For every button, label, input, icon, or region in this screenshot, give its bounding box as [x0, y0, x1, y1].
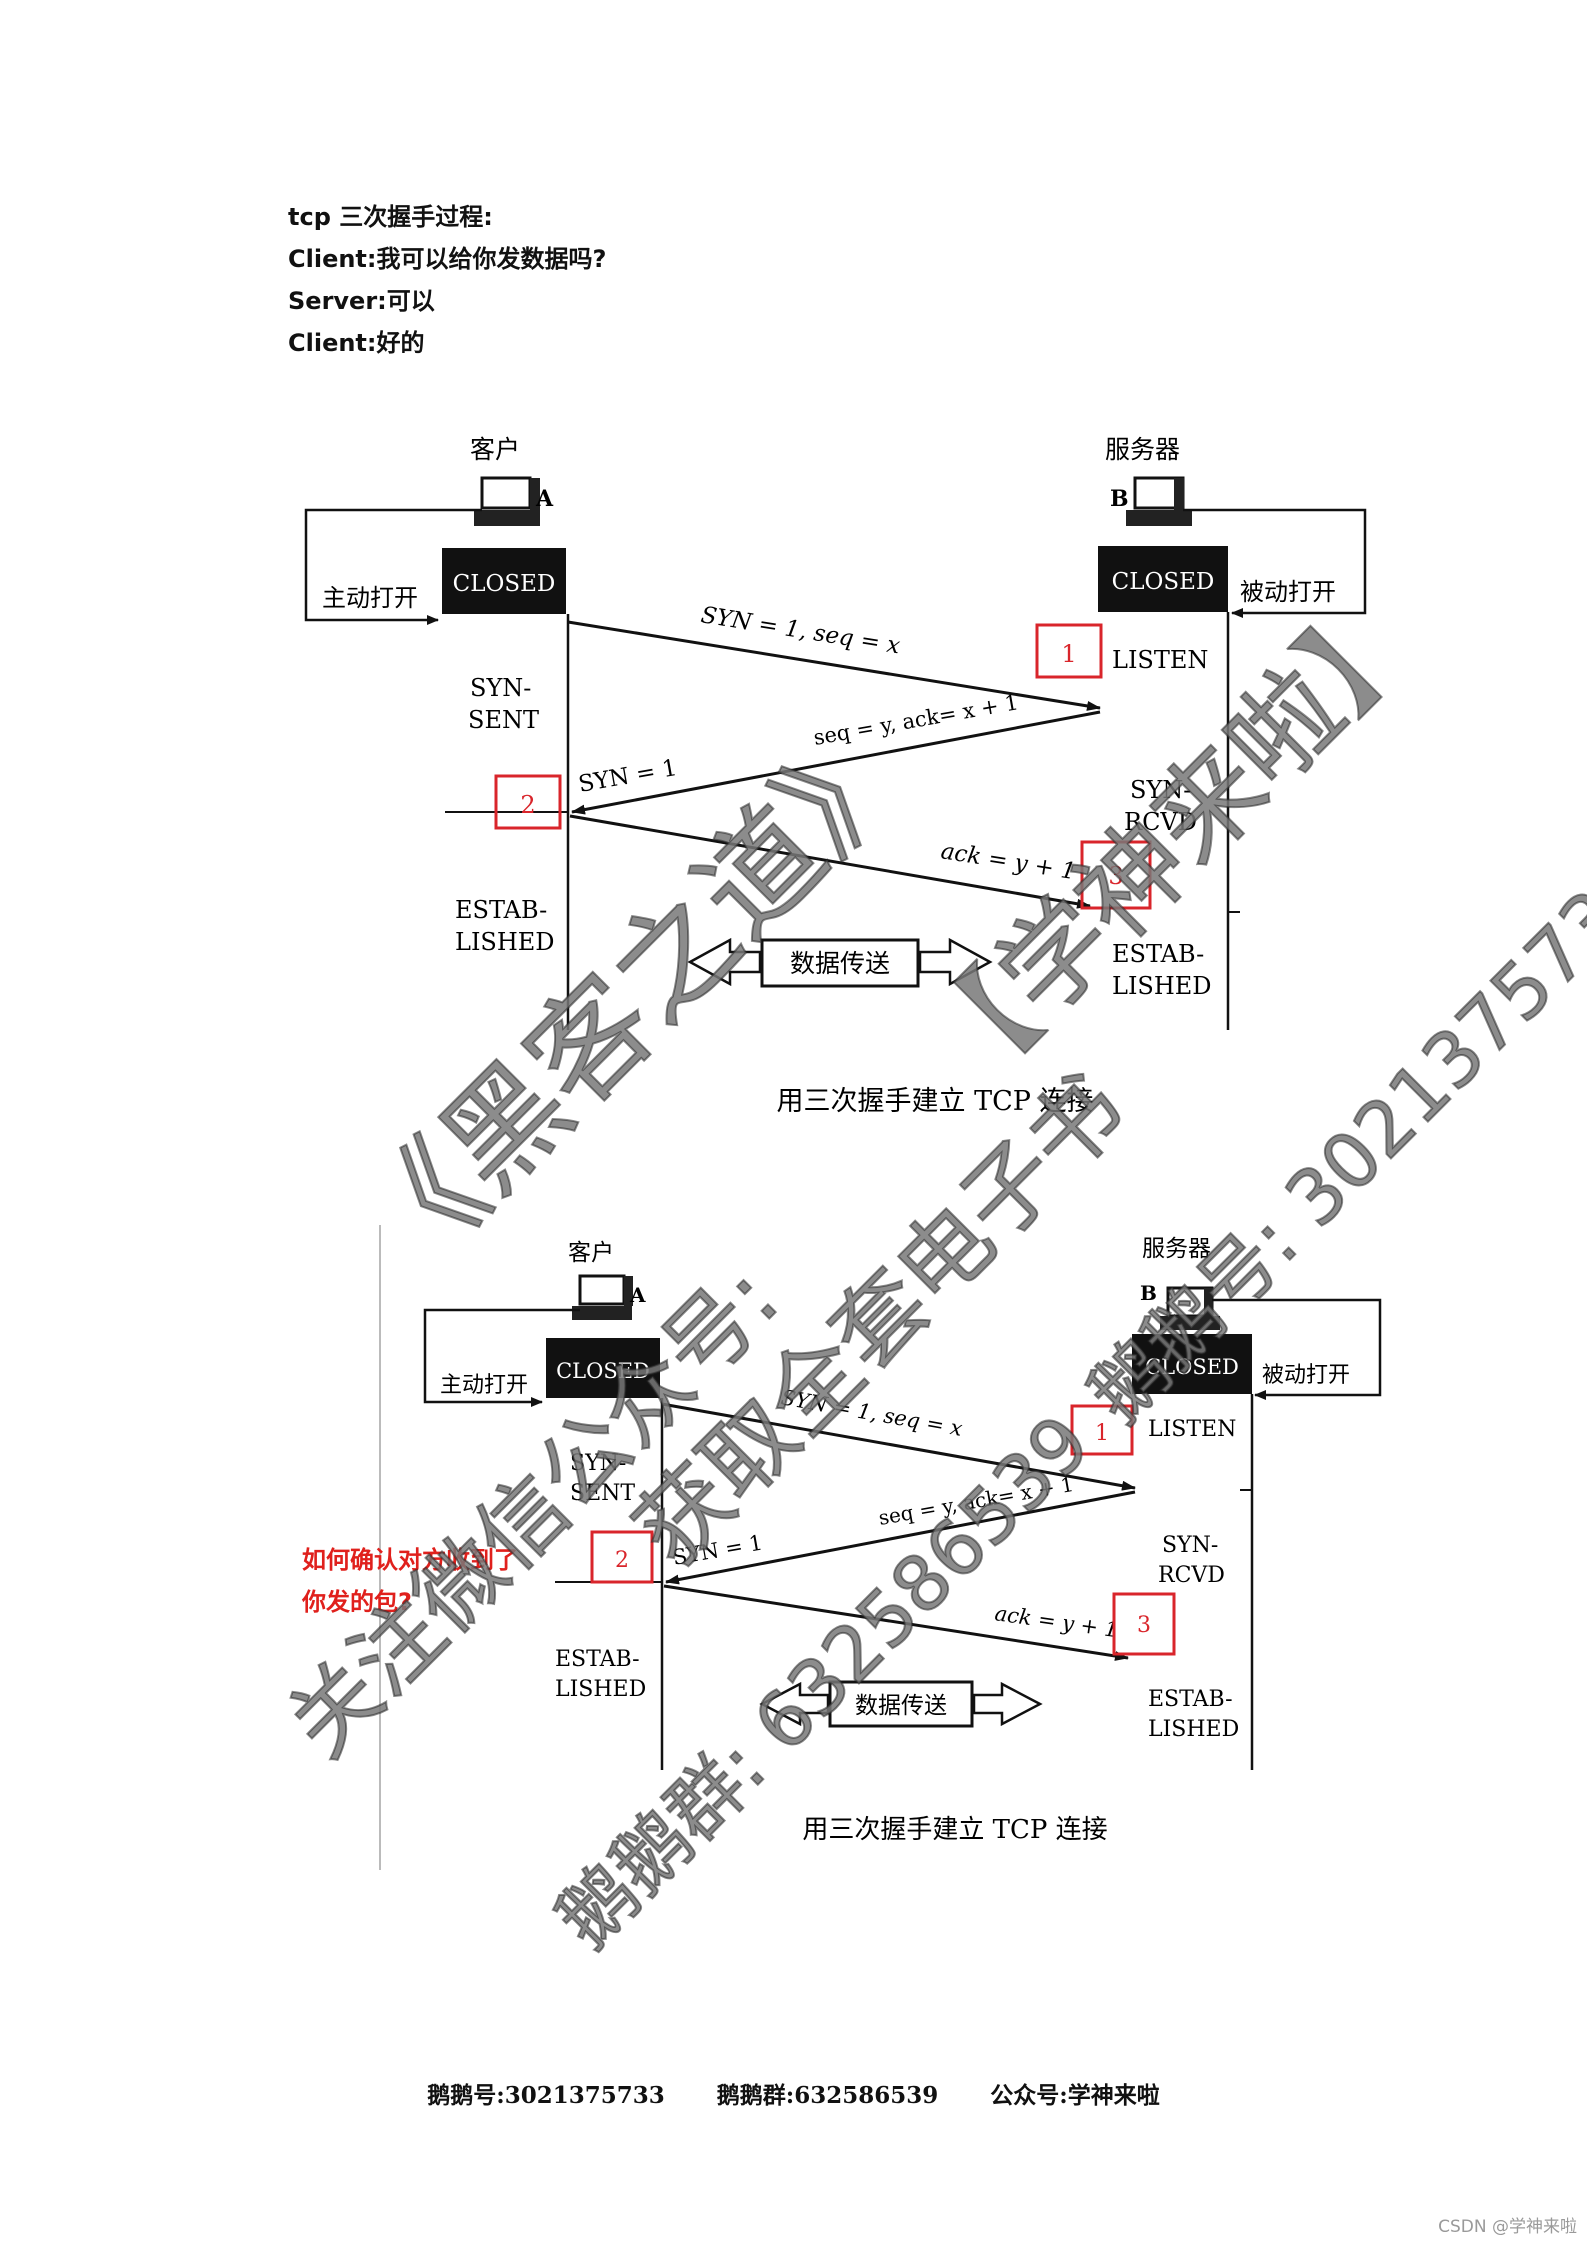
data-transfer-arrow: [687, 937, 993, 988]
data-transfer-label: 数据传送: [790, 949, 890, 978]
active-open-arrow: [304, 508, 482, 625]
question-line-1: 如何确认对方收到了: [302, 1546, 518, 1574]
syn-ack-message-2a: SYN = 1: [671, 1530, 765, 1569]
ack-message-2: ack = y + 1: [993, 1601, 1119, 1642]
syn-sent-label-1: SYN-: [470, 674, 531, 702]
syn-arrow-2: [661, 1402, 1136, 1491]
step-marker-1-d2-number: 1: [1095, 1421, 1109, 1446]
csdn-credit: CSDN @学神来啦: [1438, 2217, 1577, 2237]
server-estab-label-2b: LISHED: [1148, 1717, 1239, 1742]
syn-rcvd-label-2b: RCVD: [1158, 1563, 1225, 1588]
server-closed-box: [1098, 546, 1228, 612]
syn-message: SYN = 1, seq = x: [699, 602, 902, 659]
step-marker-3-d2: [1112, 1592, 1176, 1656]
client-closed-box-2: [546, 1338, 660, 1398]
step-marker-1-number: 1: [1061, 640, 1076, 668]
server-closed-state: CLOSED: [1112, 569, 1215, 595]
server-estab-label-2a: ESTAB-: [1148, 1687, 1233, 1712]
diagram-1-caption: 用三次握手建立 TCP 连接: [777, 1086, 1094, 1117]
client-computer-icon: [474, 476, 540, 526]
step-marker-1-d2: [1070, 1404, 1134, 1456]
client-computer-icon-2: [572, 1274, 633, 1320]
client-closed-box: [442, 548, 566, 614]
footer-qq-number: 鹅鹅号:3021375733: [427, 2082, 665, 2109]
client-estab-label-2a: ESTAB-: [555, 1647, 640, 1672]
step-marker-2-d2: [590, 1530, 654, 1584]
step-marker-2-number: 2: [520, 791, 535, 819]
syn-sent-label-2: SENT: [468, 706, 539, 734]
passive-open-arrow-2: [1212, 1298, 1382, 1400]
active-open-label: 主动打开: [322, 584, 418, 612]
active-open-arrow-2: [423, 1308, 580, 1407]
host-b-label-2: B: [1140, 1281, 1157, 1305]
passive-open-label-2: 被动打开: [1262, 1363, 1350, 1388]
step-marker-2: [494, 774, 562, 830]
intro-title: tcp 三次握手过程:: [288, 203, 493, 231]
server-closed-box-2: [1132, 1334, 1252, 1394]
footer-qq-group: 鹅鹅群:632586539: [716, 2082, 939, 2109]
ack-arrow: [569, 814, 1091, 909]
host-a-label-2: A: [629, 1283, 646, 1307]
syn-sent-label-2b: SENT: [570, 1481, 635, 1506]
listen-label-2: LISTEN: [1148, 1417, 1236, 1442]
client-label: 客户: [470, 435, 520, 464]
host-b-label: B: [1110, 486, 1129, 512]
syn-ack-message-1: SYN = 1: [577, 755, 680, 798]
intro-text: tcp 三次握手过程: Client:我可以给你发数据吗? Server:可以 …: [288, 196, 606, 364]
syn-ack-arrow: [571, 710, 1101, 815]
host-a-label: A: [535, 486, 554, 512]
ack-message: ack = y + 1: [939, 838, 1077, 885]
server-estab-label-1: ESTAB-: [1112, 940, 1204, 968]
server-computer-icon: [1126, 476, 1192, 526]
server-closed-state-2: CLOSED: [1145, 1355, 1239, 1379]
passive-open-label: 被动打开: [1240, 578, 1336, 606]
step-marker-3-number: 3: [1108, 862, 1123, 890]
question-line-2: 你发的包?: [301, 1588, 412, 1616]
server-label-2: 服务器: [1142, 1236, 1211, 1262]
server-computer-icon-2: [1160, 1286, 1220, 1330]
syn-message-2: SYN = 1, seq = x: [779, 1385, 964, 1441]
client-estab-label-1: ESTAB-: [455, 896, 547, 924]
syn-rcvd-label-1: SYN-: [1130, 776, 1191, 804]
syn-rcvd-label-2a: SYN-: [1162, 1533, 1218, 1558]
syn-sent-label-2a: SYN-: [570, 1451, 626, 1476]
client-closed-state: CLOSED: [453, 571, 556, 597]
footer-official-account: 公众号:学神来啦: [990, 2082, 1160, 2109]
server-label: 服务器: [1105, 435, 1180, 464]
syn-ack-arrow-2: [665, 1490, 1136, 1585]
data-transfer-label-2: 数据传送: [855, 1693, 947, 1719]
intro-line-server-reply: Server:可以: [288, 287, 435, 315]
step-marker-1: [1035, 623, 1103, 679]
server-estab-label-2: LISHED: [1112, 972, 1212, 1000]
client-closed-state-2: CLOSED: [556, 1359, 650, 1383]
client-label-2: 客户: [568, 1240, 614, 1266]
client-estab-label-2: LISHED: [455, 928, 555, 956]
passive-open-arrow: [1183, 508, 1367, 618]
ack-arrow-2: [663, 1584, 1129, 1661]
intro-line-client-ask: Client:我可以给你发数据吗?: [288, 245, 607, 273]
diagram-2: 客户 服务器 A B CLOSED CLOSED 主动打开 被动打开 SYN =…: [301, 1225, 1382, 1870]
data-transfer-arrow-2: [759, 1680, 1043, 1728]
syn-ack-message-2: seq = y, ack= x + 1: [812, 690, 1020, 750]
active-open-label-2: 主动打开: [440, 1373, 528, 1398]
step-marker-3-d2-number: 3: [1137, 1613, 1151, 1638]
syn-rcvd-label-2: RCVD: [1124, 808, 1197, 836]
diagram-2-caption: 用三次握手建立 TCP 连接: [802, 1815, 1107, 1845]
intro-line-client-ok: Client:好的: [288, 329, 425, 357]
syn-arrow: [567, 620, 1101, 711]
client-estab-label-2b: LISHED: [555, 1677, 646, 1702]
footer: 鹅鹅号:3021375733 鹅鹅群:632586539 公众号:学神来啦: [0, 2076, 1587, 2110]
step-marker-3: [1080, 840, 1152, 910]
step-marker-2-d2-number: 2: [615, 1548, 629, 1573]
diagram-1: 客户 服务器 A B CLOSED CLOSED 主动打开 被动打开: [304, 435, 1367, 1117]
listen-label: LISTEN: [1112, 646, 1208, 674]
